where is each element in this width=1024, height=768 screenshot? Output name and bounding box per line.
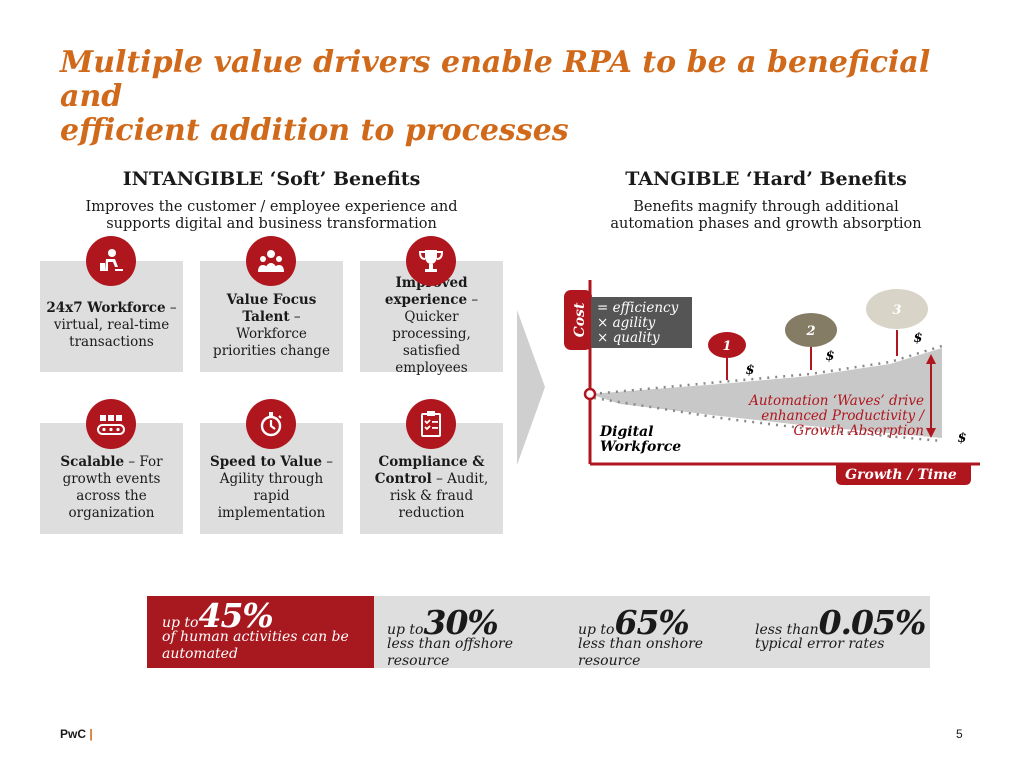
team-people-icon [246,236,296,286]
tangible-heading: TANGIBLE ‘Hard’ Benefits [625,168,907,190]
x-axis-label-box [836,465,971,485]
digital-workforce-line-1: Digital [599,424,653,440]
stat-30-percent: up to30% less than offshore resource [387,603,577,670]
trophy-icon [406,236,456,286]
stat-description: less than offshore resource [387,636,513,669]
stat-value: 45% [198,596,273,635]
transition-arrow-icon [517,310,545,465]
stopwatch-icon [246,399,296,449]
intangible-subtitle-line-2: supports digital and business transforma… [106,216,437,232]
stat-description-2: automated [162,646,238,662]
intangible-heading: INTANGIBLE ‘Soft’ Benefits [122,168,421,190]
x-axis-label: Growth / Time [845,467,957,483]
stat-prefix: up to [387,622,424,638]
card-text: – For growth events across the organizat… [62,453,163,521]
legend-efficiency: = efficiency [597,300,679,316]
wave-1-marker [708,332,746,358]
stat-value: 0.05% [818,603,927,642]
origin-marker [583,387,597,401]
stat-prefix: up to [578,622,615,638]
tangible-subtitle-line-1: Benefits magnify through additional [633,199,899,215]
tangible-benefits-diagram: Cost = efficiency × agility × quality 1 … [564,280,980,485]
wave-3-label: 3 [892,303,901,318]
card-text: – Agility through rapid implementation [217,453,333,521]
card-text: – Audit, risk & fraud reduction [389,470,489,521]
title-line-1: Multiple value drivers enable RPA to be … [60,45,931,114]
card-title: Compliance & Control [374,453,485,487]
wave-3-dollar: $ [913,331,922,346]
card-text: – virtual, real-time transactions [53,300,177,350]
card-text: – Workforce priorities change [213,308,330,359]
legend-box [591,297,692,348]
stat-value: 65% [614,603,689,642]
card-value-focus-talent: Value Focus Talent – Workforce prioritie… [200,261,343,372]
brand-name: PwC [60,727,87,741]
stat-error-rate: less than0.05% typical error rates [755,603,927,653]
stat-prefix: less than [755,622,819,638]
card-title: Value Focus Talent [226,291,317,325]
stat-45-percent: up to45% of human activities can be auto… [162,596,367,663]
robot-worker-icon [86,236,136,286]
cost-label: Cost [572,302,588,337]
intangible-subtitle: Improves the customer / employee experie… [40,199,503,233]
clipboard-check-icon [406,399,456,449]
stat-description: typical error rates [755,636,885,652]
stat-value: 30% [423,603,498,642]
wave-1-label: 1 [722,339,731,354]
card-speed-to-value: Speed to Value – Agility through rapid i… [200,423,343,534]
productivity-arrow-head-down [926,428,936,438]
footer-brand: PwC | [60,727,93,741]
wave-3-marker [866,289,928,329]
wave-1-dollar: $ [745,363,754,378]
tangible-subtitle-line-2: automation phases and growth absorption [610,216,922,232]
wave-2-dollar: $ [825,349,834,364]
stat-65-percent: up to65% less than onshore resource [578,603,758,670]
page-title: Multiple value drivers enable RPA to be … [60,46,960,148]
wave-2-label: 2 [805,324,815,339]
stat-description: less than onshore resource [578,636,704,669]
productivity-arrow-head-up [926,354,936,364]
annotation-line-2: enhanced Productivity / [761,408,925,424]
stat-description: of human activities can be [162,629,349,645]
legend-agility: × agility [597,315,656,331]
annotation-line-3: Growth Absorption [794,423,924,439]
title-line-2: efficient addition to processes [60,113,569,148]
card-title: 24x7 Workforce [46,300,166,316]
digital-workforce-line-2: Workforce [600,439,681,455]
tangible-subtitle: Benefits magnify through additional auto… [566,199,966,233]
cost-label-box [564,290,592,350]
intangible-subtitle-line-1: Improves the customer / employee experie… [85,199,458,215]
stat-prefix: up to [162,615,199,631]
legend-quality: × quality [597,330,660,346]
card-title: Speed to Value [209,453,322,470]
annotation-line-1: Automation ‘Waves’ drive [747,393,924,409]
end-dollar: $ [957,431,966,446]
brand-separator: | [89,727,93,741]
wave-2-marker [785,313,837,347]
card-title: Scalable [60,453,125,470]
card-text: – Quicker processing, satisfied employee… [392,291,479,376]
conveyor-belt-icon [86,399,136,449]
page-number: 5 [956,727,963,741]
stats-highlight [147,596,374,668]
cost-wedge-area [590,348,942,438]
